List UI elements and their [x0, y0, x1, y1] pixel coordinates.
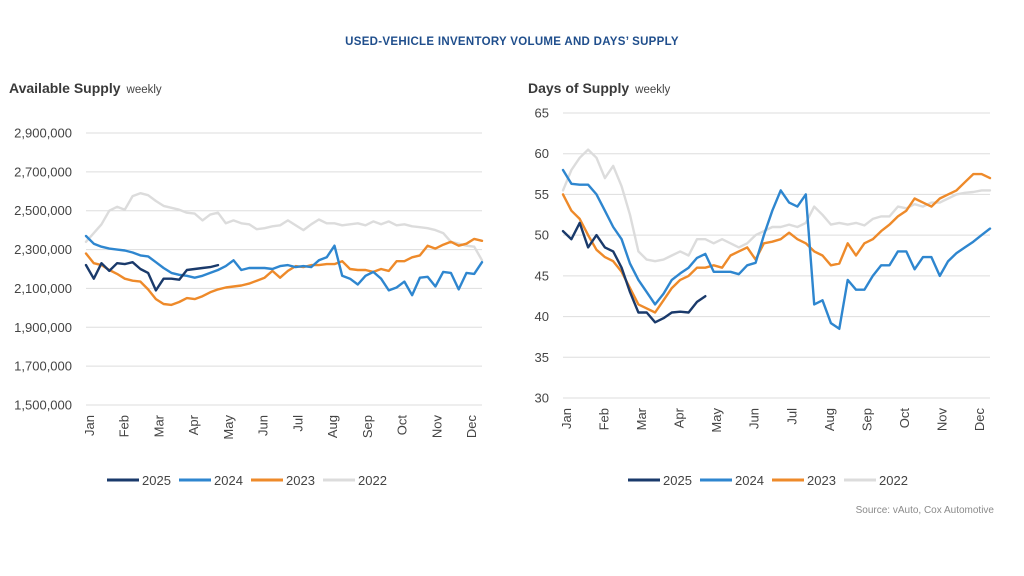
x-tick-label: Nov	[934, 408, 949, 432]
x-tick-label: Dec	[972, 408, 987, 432]
y-tick-label: 1,500,000	[14, 398, 72, 413]
legend-label-2025: 2025	[142, 473, 171, 488]
x-tick-label: Feb	[597, 408, 612, 430]
legend-label-2023: 2023	[286, 473, 315, 488]
left-chart-subtitle: weekly	[126, 84, 162, 96]
series-line-2025	[84, 261, 220, 292]
y-tick-label: 2,100,000	[14, 281, 72, 296]
x-tick-label: Dec	[464, 415, 479, 439]
y-tick-label: 50	[535, 228, 549, 243]
x-tick-label: Mar	[151, 414, 166, 437]
x-tick-label: Aug	[325, 415, 340, 438]
x-tick-label: Jan	[559, 408, 574, 429]
legend-label-2025: 2025	[663, 473, 692, 488]
x-tick-label: Jun	[256, 415, 271, 436]
y-tick-label: 1,700,000	[14, 359, 72, 374]
y-tick-label: 35	[535, 350, 549, 365]
y-tick-label: 1,900,000	[14, 320, 72, 335]
series-line-2023	[561, 172, 992, 314]
y-tick-label: 60	[535, 146, 549, 161]
y-tick-label: 2,300,000	[14, 242, 72, 257]
right-chart-title: Days of Supply	[528, 80, 630, 96]
x-tick-label: Apr	[186, 414, 201, 435]
x-tick-label: May	[709, 408, 724, 433]
x-tick-label: May	[221, 415, 236, 440]
right-chart-subtitle: weekly	[635, 84, 671, 96]
x-tick-label: Aug	[822, 408, 837, 431]
y-tick-label: 30	[535, 391, 549, 406]
source-note: Source: vAuto, Cox Automotive	[855, 505, 994, 516]
x-tick-label: Nov	[429, 415, 444, 439]
left-chart-title: Available Supply	[9, 80, 121, 96]
right-chart-heading: Days of Supply weekly	[528, 80, 670, 96]
legend-label-2023: 2023	[807, 473, 836, 488]
chart-main-title: USED-VEHICLE INVENTORY VOLUME AND DAYS’ …	[345, 36, 679, 48]
legend-label-2022: 2022	[879, 473, 908, 488]
y-tick-label: 55	[535, 187, 549, 202]
x-tick-label: Apr	[672, 407, 687, 428]
y-tick-label: 2,900,000	[14, 126, 72, 141]
series-line-2024	[561, 168, 992, 330]
series-line-2022	[561, 148, 992, 263]
left-chart-heading: Available Supply weekly	[9, 80, 162, 96]
series-line-2025	[561, 221, 707, 324]
x-tick-label: Oct	[897, 408, 912, 429]
legend-label-2024: 2024	[735, 473, 764, 488]
x-tick-label: Feb	[117, 415, 132, 437]
y-tick-label: 45	[535, 268, 549, 283]
series-line-2023	[84, 237, 484, 307]
legend-label-2022: 2022	[358, 473, 387, 488]
x-tick-label: Mar	[634, 407, 649, 430]
series-line-2024	[84, 234, 484, 297]
x-tick-label: Jun	[747, 408, 762, 429]
x-tick-label: Jan	[82, 415, 97, 436]
y-tick-label: 2,500,000	[14, 203, 72, 218]
x-tick-label: Jul	[290, 415, 305, 432]
y-tick-label: 65	[535, 106, 549, 121]
y-tick-label: 40	[535, 309, 549, 324]
series-line-2022	[84, 191, 484, 262]
x-tick-label: Sep	[859, 408, 874, 431]
y-tick-label: 2,700,000	[14, 164, 72, 179]
x-tick-label: Jul	[784, 408, 799, 425]
x-tick-label: Oct	[395, 415, 410, 436]
x-tick-label: Sep	[360, 415, 375, 438]
legend-label-2024: 2024	[214, 473, 243, 488]
